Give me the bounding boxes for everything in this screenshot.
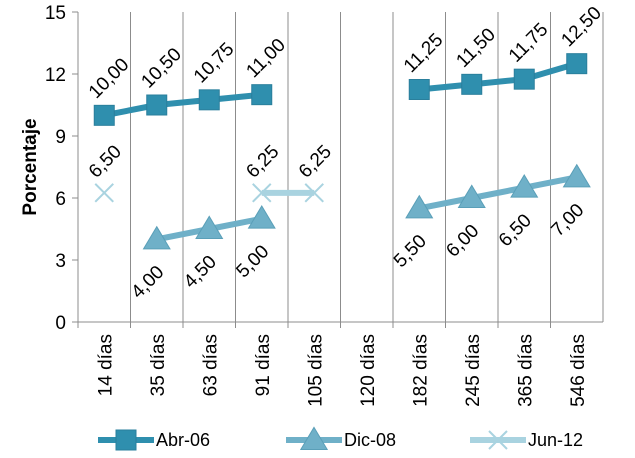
- data-point-Jun-12: [304, 183, 324, 203]
- data-point-Dic-08: [405, 194, 434, 219]
- data-point-Abr-06: [93, 104, 115, 126]
- data-label-Jun-12: 6,25: [295, 141, 336, 182]
- data-label-Abr-06: 11,25: [400, 30, 447, 77]
- legend-marker-Dic-08: [299, 426, 329, 450]
- data-point-Dic-08: [142, 225, 171, 250]
- x-tick-label: 63 días: [200, 334, 221, 396]
- grid-lines: [77, 12, 604, 322]
- data-point-Abr-06: [198, 89, 220, 111]
- x-tick-label: 120 días: [358, 334, 379, 407]
- data-point-Abr-06: [513, 68, 535, 90]
- data-label-Dic-08: 6,00: [442, 221, 483, 262]
- data-label-Abr-06: 10,00: [85, 54, 133, 102]
- data-label-Abr-06: 11,50: [452, 24, 499, 71]
- data-label-Dic-08: 6,50: [495, 210, 536, 251]
- x-tick-label: 14 días: [95, 334, 116, 396]
- legend-marker-Abr-06: [115, 429, 137, 451]
- data-point-Abr-06: [566, 53, 588, 75]
- data-label-Abr-06: 11,75: [505, 19, 552, 66]
- data-point-Dic-08: [247, 205, 276, 229]
- axes: 0 3 6 9 12 15 Porcentaje 14 días 35 días 63 días 9…: [20, 3, 603, 407]
- legend-label-Jun-12: Jun-12: [528, 430, 583, 450]
- x-tick-label: 105 días: [305, 334, 326, 407]
- data-point-Abr-06: [461, 73, 483, 95]
- x-tick-label: 245 días: [463, 334, 484, 407]
- data-point-Jun-12-stroke-b: [94, 183, 114, 203]
- series-line-Abr-06: [103, 91, 263, 119]
- data-point-Abr-06: [251, 84, 273, 106]
- y-axis-title: Porcentaje: [20, 118, 41, 215]
- data-label-Abr-06: 12,50: [557, 3, 605, 51]
- y-tick-label: 3: [55, 251, 66, 272]
- legend: Abr-06 Dic-08 Jun-12: [98, 426, 583, 451]
- x-tick-label: 91 días: [253, 334, 274, 396]
- x-tick-label: 182 días: [410, 334, 431, 407]
- data-point-Jun-12: [252, 183, 272, 203]
- data-label-Abr-06: 11,00: [242, 35, 289, 82]
- data-label-Dic-08: 4,00: [127, 262, 168, 303]
- data-point-Abr-06: [146, 94, 168, 116]
- data-label-Dic-08: 5,50: [390, 231, 431, 272]
- data-point-Dic-08: [195, 215, 224, 239]
- legend-label-Dic-08: Dic-08: [344, 430, 396, 450]
- data-label-Abr-06: 10,50: [137, 44, 185, 92]
- y-tick-label: 0: [55, 313, 66, 334]
- y-tick-label: 12: [45, 65, 66, 86]
- data-label-Abr-06: 10,75: [190, 39, 238, 87]
- data-point-Jun-12: [94, 183, 114, 203]
- data-label-Jun-12: 6,25: [242, 141, 283, 182]
- x-tick-label: 546 días: [568, 334, 589, 407]
- y-tick-label: 9: [55, 127, 66, 148]
- data-point-Dic-08: [457, 184, 486, 208]
- y-tick-label: 15: [45, 3, 66, 24]
- data-label-Jun-12: 6,50: [85, 141, 126, 182]
- data-label-Dic-08: 5,00: [232, 241, 273, 282]
- series-line-Dic-08: [418, 174, 578, 212]
- data-point-Jun-12-stroke-b: [252, 183, 272, 203]
- y-tick-label: 6: [55, 189, 66, 210]
- x-tick-label: 35 días: [148, 334, 169, 396]
- data-point-Abr-06: [408, 79, 430, 100]
- x-tick-label: 365 días: [515, 334, 536, 407]
- legend-label-Abr-06: Abr-06: [156, 430, 210, 450]
- legend-marker-Jun-12-stroke-b: [488, 430, 508, 450]
- data-point-Jun-12-stroke-b: [304, 183, 324, 203]
- data-labels: 10,00 10,50 10,75 11,00 11,25 11,50 11,75 12,50…: [85, 3, 606, 303]
- data-label-Dic-08: 7,00: [547, 200, 588, 241]
- legend-marker-Jun-12: [488, 430, 508, 450]
- data-point-Dic-08: [510, 174, 539, 198]
- data-point-Dic-08: [562, 163, 591, 188]
- series-line-Abr-06: [418, 60, 578, 93]
- series-layer: [93, 53, 591, 250]
- data-label-Dic-08: 4,50: [180, 252, 221, 293]
